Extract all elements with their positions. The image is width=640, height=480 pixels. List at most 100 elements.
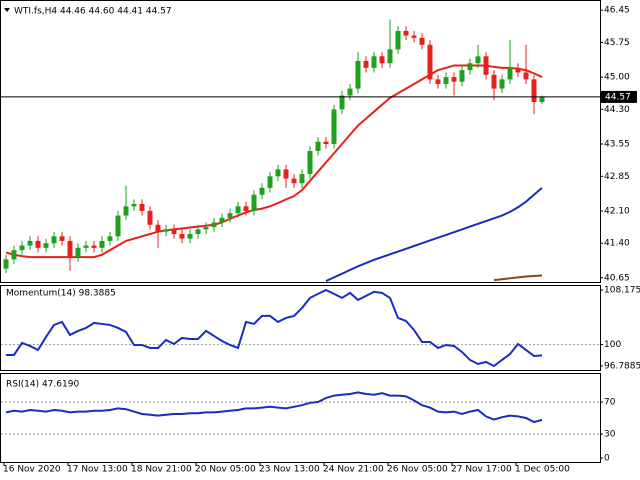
candle-body	[67, 240, 73, 258]
rsi-panel	[0, 373, 601, 463]
candle-body	[259, 187, 265, 195]
x-tick-label: 1 Dec 05:00	[515, 465, 570, 475]
y-tick-label: 46.45	[604, 6, 630, 16]
candle-body	[443, 77, 449, 84]
y-tick-label: 45.00	[604, 73, 630, 83]
candle-body	[331, 109, 337, 144]
candle-body	[323, 141, 329, 144]
candle-body	[195, 229, 201, 234]
price-label: 44.57	[605, 92, 631, 102]
candle-body	[371, 56, 377, 68]
candle-body	[387, 49, 393, 64]
candle-body	[51, 236, 57, 244]
x-tick-label: 16 Nov 2020	[3, 465, 61, 475]
x-tick-label: 18 Nov 21:00	[131, 465, 192, 475]
y-tick-label: 70	[604, 398, 616, 408]
candle-body	[539, 96, 545, 102]
candle-body	[35, 240, 41, 248]
momentum-panel	[0, 285, 601, 371]
candle-body	[299, 174, 305, 184]
candle-body	[163, 229, 169, 232]
indicator-line	[5, 391, 543, 424]
candle-body	[531, 79, 537, 102]
y-tick-label: 44.30	[604, 105, 630, 115]
candle-body	[515, 67, 521, 73]
candle-body	[83, 245, 89, 248]
candle-body	[171, 229, 177, 234]
y-tick-label: 40.65	[604, 273, 630, 283]
candle-body	[75, 247, 81, 258]
x-tick-label: 24 Nov 21:00	[323, 465, 384, 475]
candle-body	[99, 240, 105, 248]
rsi-title: RSI(14) 47.6190	[6, 380, 79, 390]
candle-body	[251, 194, 257, 211]
x-tick-label: 26 Nov 05:00	[387, 465, 448, 475]
candle-body	[115, 215, 121, 237]
candle-body	[275, 169, 281, 177]
candle-body	[283, 169, 289, 179]
candle-body	[403, 30, 409, 36]
moving-average	[325, 187, 543, 282]
x-tick-label: 27 Nov 17:00	[451, 465, 512, 475]
candle-body	[475, 56, 481, 64]
candle-body	[363, 60, 369, 68]
candle-body	[59, 236, 65, 241]
candle-body	[179, 234, 185, 239]
candle-body	[483, 56, 489, 75]
y-tick-label: 42.85	[604, 172, 630, 182]
candle-body	[211, 222, 217, 228]
y-tick-label: 41.40	[604, 239, 630, 249]
candle-body	[187, 234, 193, 239]
indicator-line	[6, 288, 543, 368]
menu-arrow	[4, 8, 10, 12]
candle-body	[499, 79, 505, 89]
y-tick-label: 108.1753	[604, 286, 640, 296]
candle-body	[411, 35, 417, 38]
x-tick-label: 23 Nov 13:00	[259, 465, 320, 475]
y-tick-label: 96.7885	[604, 362, 640, 372]
candle-body	[419, 37, 425, 45]
candle-body	[491, 74, 497, 89]
moving-average	[493, 274, 543, 282]
x-tick-label: 17 Nov 13:00	[67, 465, 128, 475]
candle-body	[155, 224, 161, 232]
candle-body	[267, 176, 273, 188]
x-tick-label: 20 Nov 05:00	[195, 465, 256, 475]
candle-body	[427, 44, 433, 80]
candle-body	[307, 150, 313, 174]
price-tag	[601, 90, 637, 103]
candle-body	[355, 60, 361, 89]
y-tick-label: 0	[604, 454, 610, 464]
candle-body	[451, 77, 457, 82]
candle-body	[147, 210, 153, 225]
candle-body	[11, 250, 17, 260]
candle-body	[315, 141, 321, 151]
candle-body	[203, 227, 209, 230]
candle-body	[507, 67, 513, 80]
candle-body	[379, 56, 385, 64]
candle-body	[3, 259, 9, 269]
candle-body	[347, 88, 353, 96]
candle-body	[27, 240, 33, 246]
candle-body	[131, 204, 137, 207]
candle-body	[227, 213, 233, 218]
candle-body	[43, 243, 49, 248]
main-title: WTI.fs,H4 44.46 44.60 44.41 44.57	[14, 7, 172, 17]
candle-body	[459, 70, 465, 82]
y-tick-label: 100	[604, 340, 621, 350]
candle-body	[339, 95, 345, 110]
momentum-title: Momentum(14) 98.3885	[6, 289, 116, 299]
candle-body	[19, 245, 25, 251]
candle-body	[523, 72, 529, 80]
candle-body	[467, 63, 473, 71]
main-panel	[0, 0, 601, 283]
candle-body	[291, 178, 297, 184]
candle-body	[91, 245, 97, 248]
candle-body	[435, 79, 441, 84]
candle-body	[395, 30, 401, 50]
candle-body	[219, 217, 225, 223]
candle-body	[243, 206, 249, 211]
moving-average	[5, 64, 543, 259]
